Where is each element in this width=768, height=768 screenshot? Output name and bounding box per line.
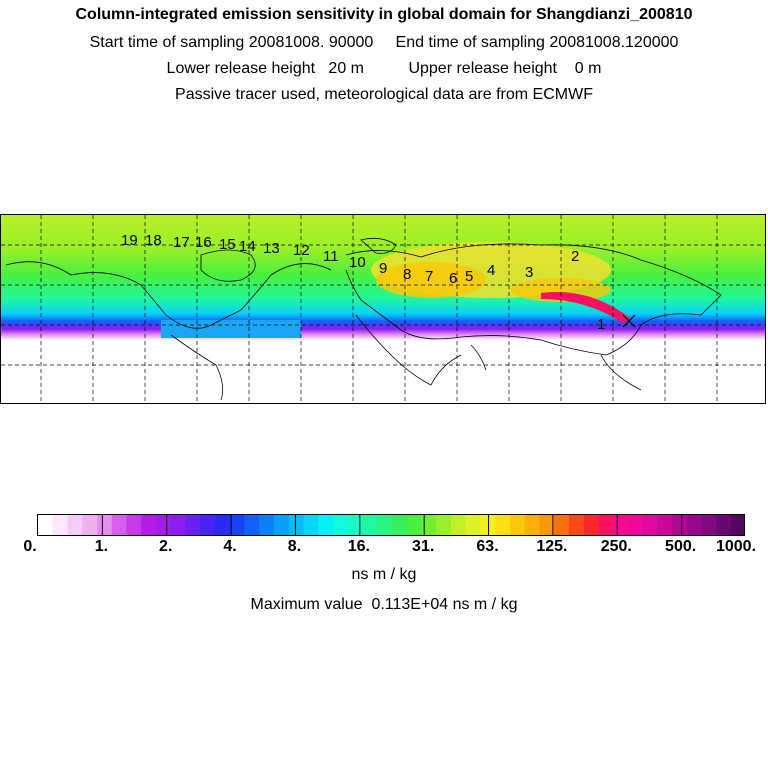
colorbar-swatch [687,515,703,535]
sensitivity-field [1,215,765,403]
trajectory-label-19: 19 [121,232,138,249]
colorbar-tick-label: 4. [223,538,237,555]
colorbar-swatch [67,515,83,535]
trajectory-label-9: 9 [379,260,387,277]
colorbar-swatch [539,515,555,535]
colorbar-swatch [333,515,349,535]
colorbar-swatch [318,515,334,535]
trajectory-label-5: 5 [465,268,473,285]
colorbar-swatch [156,515,172,535]
colorbar-swatch [362,515,378,535]
colorbar-swatch [583,515,600,535]
trajectory-label-8: 8 [403,266,411,283]
colorbar-swatch [716,515,732,535]
trajectory-label-16: 16 [195,234,212,251]
colorbar [37,514,745,536]
trajectory-label-6: 6 [449,270,457,287]
maximum-value-text: Maximum value 0.113E+04 ns m / kg [250,596,518,613]
colorbar-tick-label: 125. [536,538,568,555]
colorbar-swatch [392,515,408,535]
colorbar-swatch [569,515,585,535]
map-canvas: 1 2 3 4 5 6 7 8 9 10 11 12 13 14 15 16 1… [1,215,765,403]
colorbar-swatch [524,515,541,535]
colorbar-swatch [436,515,452,535]
trajectory-label-18: 18 [145,232,162,249]
colorbar-swatch [215,515,231,535]
colorbar-tick-label: 16. [347,538,370,555]
colorbar-tick-labels: 0. 1. 2. 4. 8. 16. 31. 63. 125. 250. 500. 1000. [0,538,768,558]
colorbar-tick-label: 250. [600,538,632,555]
colorbar-swatch [451,515,467,535]
release-height-line: Lower release height 20 m Upper release … [166,60,602,77]
trajectory-label-7: 7 [425,268,433,285]
colorbar-swatch [701,515,718,535]
colorbar-swatch [598,515,614,535]
colorbar-tick-label: 63. [476,538,499,555]
trajectory-label-15: 15 [219,236,236,253]
colorbar-swatch [672,515,688,535]
sampling-time-line: Start time of sampling 20081008. 90000 E… [89,34,679,51]
colorbar-swatch [200,515,216,535]
pacific-blue-patch [161,320,301,338]
tracer-info-line: Passive tracer used, meteorological data… [175,86,593,103]
colorbar-swatch [229,515,246,535]
trajectory-label-14: 14 [239,238,256,255]
trajectory-label-11: 11 [323,248,339,265]
colorbar-swatch [628,515,644,535]
colorbar-tick-label: 31. [412,538,435,555]
colorbar-swatch [244,515,260,535]
colorbar-swatch [97,515,113,535]
trajectory-label-3: 3 [525,264,533,281]
colorbar-swatch [111,515,128,535]
colorbar-swatch [82,515,98,535]
colorbar-swatches [38,515,744,535]
colorbar-swatch [347,515,364,535]
trajectory-label-17: 17 [173,234,190,251]
colorbar-swatch [510,515,526,535]
trajectory-label-10: 10 [349,254,366,271]
colorbar-swatch [274,515,290,535]
colorbar-swatch [38,515,54,535]
trajectory-label-1: 1 [597,316,605,333]
colorbar-unit: ns m / kg [351,566,417,583]
trajectory-label-12: 12 [293,242,310,259]
colorbar-swatch [288,515,305,535]
plot-title: Column-integrated emission sensitivity i… [75,6,693,23]
colorbar-swatch [303,515,319,535]
colorbar-swatch [731,515,744,535]
colorbar-swatch [657,515,673,535]
colorbar-tick-label: 1000. [715,538,757,555]
colorbar-swatch [421,515,437,535]
colorbar-swatch [642,515,659,535]
release-site-marker [622,314,636,328]
colorbar-swatch [52,515,69,535]
colorbar-swatch [126,515,142,535]
orange-plume [376,262,486,298]
colorbar-tick-label: 500. [665,538,697,555]
colorbar-tick-label: 8. [287,538,302,555]
trajectory-label-13: 13 [263,240,280,257]
colorbar-swatch [185,515,201,535]
colorbar-tick-label: 2. [159,538,173,555]
colorbar-swatch [406,515,423,535]
trajectory-label-2: 2 [571,248,579,265]
graticule [1,215,765,403]
trajectory-label-4: 4 [487,262,495,279]
colorbar-tick-label: 1. [94,538,109,555]
colorbar-swatch [613,515,629,535]
source-plume [541,292,631,323]
colorbar-tick-label: 0. [23,538,37,555]
colorbar-swatch [259,515,275,535]
trajectory-labels: 1 2 3 4 5 6 7 8 9 10 11 12 13 14 15 16 1… [121,232,605,333]
emission-sensitivity-map: 1 2 3 4 5 6 7 8 9 10 11 12 13 14 15 16 1… [0,214,766,404]
colorbar-swatch [465,515,482,535]
colorbar-swatch [495,515,511,535]
colorbar-swatch [170,515,187,535]
colorbar-swatch [377,515,393,535]
colorbar-swatch [141,515,157,535]
colorbar-swatch [554,515,570,535]
